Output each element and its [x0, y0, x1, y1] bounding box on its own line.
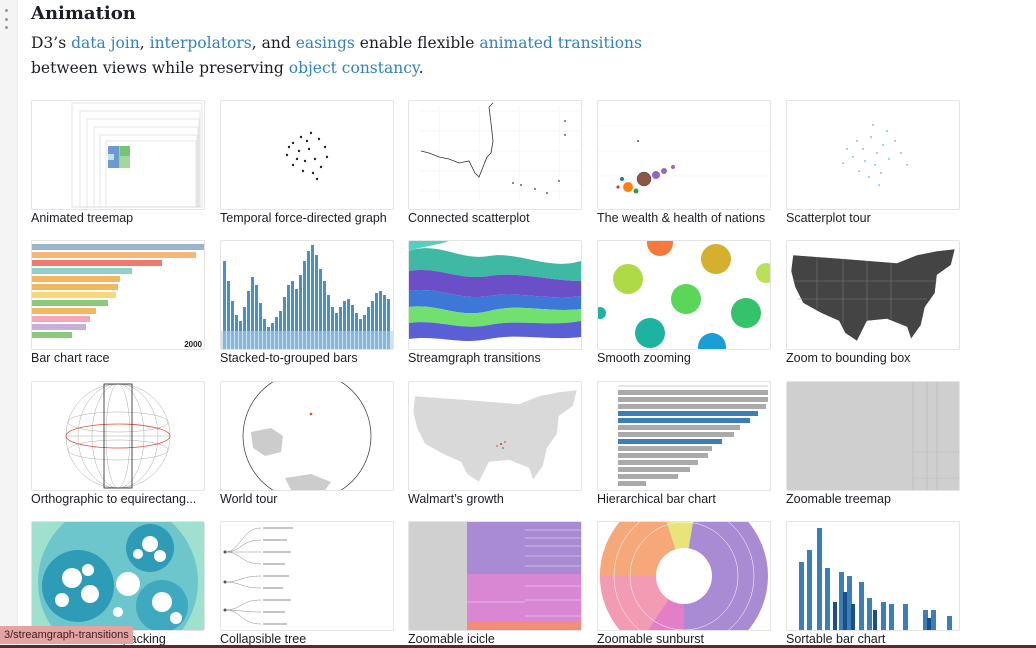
section-title: Animation [31, 3, 136, 24]
streamgraph-thumbnail [408, 240, 582, 350]
stacked-bars-thumbnail [220, 240, 394, 350]
gallery-card-sortable-bar[interactable]: Sortable bar chart [786, 521, 960, 646]
circles-thumbnail [597, 240, 771, 350]
bar-race-year: 2000 [184, 340, 202, 349]
card-label: Scatterplot tour [786, 211, 871, 225]
card-label: Temporal force-directed graph [220, 211, 387, 225]
scatter-tour-thumbnail [786, 100, 960, 210]
force-graph-thumbnail [220, 100, 394, 210]
hbar-thumbnail [597, 381, 771, 491]
icicle-thumbnail [408, 521, 582, 631]
section-intro: D3’s data join, interpolators, and easin… [31, 34, 642, 77]
gallery-card-connected-scatterplot[interactable]: Connected scatterplot [408, 100, 582, 225]
data-join-link[interactable]: data join [71, 34, 140, 52]
gallery-card-animated-treemap[interactable]: Animated treemap [31, 100, 205, 225]
card-label: Smooth zooming [597, 351, 691, 365]
gallery-card-scatterplot-tour[interactable]: Scatterplot tour [786, 100, 960, 225]
gallery-card-zoomable-icicle[interactable]: Zoomable icicle [408, 521, 582, 646]
gallery-card-walmart-growth[interactable]: Walmart’s growth [408, 381, 582, 506]
us-states-map-thumbnail [786, 240, 960, 350]
card-label: Connected scatterplot [408, 211, 530, 225]
card-label: The wealth & health of nations [597, 211, 766, 225]
card-label: World tour [220, 492, 278, 506]
card-label: Hierarchical bar chart [597, 492, 716, 506]
gallery-card-zoomable-treemap[interactable]: Zoomable treemap [786, 381, 960, 506]
animated-transitions-link[interactable]: animated transitions [479, 34, 642, 52]
card-label: Streamgraph transitions [408, 351, 541, 365]
bar-race-thumbnail: 2000 [31, 240, 205, 350]
treemap-thumbnail [31, 100, 205, 210]
card-label: Sortable bar chart [786, 632, 886, 646]
bubble-chart-thumbnail [597, 100, 771, 210]
interpolators-link[interactable]: interpolators [149, 34, 252, 52]
status-url-tooltip: 3/streamgraph-transitions [0, 626, 133, 644]
gallery-card-smooth-zooming[interactable]: Smooth zooming [597, 240, 771, 365]
gallery-card-orthographic[interactable]: Orthographic to equirectang... [31, 381, 205, 506]
card-label: Stacked-to-grouped bars [220, 351, 358, 365]
gallery-card-zoomable-sunburst[interactable]: Zoomable sunburst [597, 521, 771, 646]
tree-thumbnail [220, 521, 394, 631]
gallery-card-hierarchical-bar[interactable]: Hierarchical bar chart [597, 381, 771, 506]
globe-thumbnail [31, 381, 205, 491]
gallery-card-zoom-bounding-box[interactable]: Zoom to bounding box [786, 240, 960, 365]
gallery-card-collapsible-tree[interactable]: Collapsible tree [220, 521, 394, 646]
us-map-thumbnail [408, 381, 582, 491]
left-gutter [0, 0, 18, 648]
gallery-card-force-graph[interactable]: Temporal force-directed graph [220, 100, 394, 225]
card-label: Zoom to bounding box [786, 351, 911, 365]
card-label: Bar chart race [31, 351, 110, 365]
card-label: Walmart’s growth [408, 492, 504, 506]
card-label: Animated treemap [31, 211, 134, 225]
gallery-card-bar-chart-race[interactable]: 2000 Bar chart race [31, 240, 205, 365]
connected-scatter-thumbnail [408, 100, 582, 210]
zoom-treemap-thumbnail [786, 381, 960, 491]
card-label: Zoomable treemap [786, 492, 891, 506]
card-label: Zoomable sunburst [597, 632, 705, 646]
circle-pack-thumbnail [31, 521, 205, 631]
object-constancy-link[interactable]: object constancy [288, 59, 419, 77]
sortable-bars-thumbnail [786, 521, 960, 631]
gallery-card-streamgraph[interactable]: Streamgraph transitions [408, 240, 582, 365]
sunburst-thumbnail [597, 521, 771, 631]
card-label: Orthographic to equirectang... [31, 492, 197, 506]
gallery-card-stacked-grouped[interactable]: Stacked-to-grouped bars [220, 240, 394, 365]
bottom-border [0, 645, 1036, 648]
gallery-card-wealth-health[interactable]: The wealth & health of nations [597, 100, 771, 225]
gallery-card-world-tour[interactable]: World tour [220, 381, 394, 506]
world-globe-thumbnail [220, 381, 394, 491]
card-label: Collapsible tree [220, 632, 307, 646]
easings-link[interactable]: easings [295, 34, 355, 52]
card-label: Zoomable icicle [408, 632, 495, 646]
gallery-card-circle-packing[interactable]: Zoomable circle packing [31, 521, 205, 646]
cell-menu-icon[interactable] [3, 9, 9, 29]
